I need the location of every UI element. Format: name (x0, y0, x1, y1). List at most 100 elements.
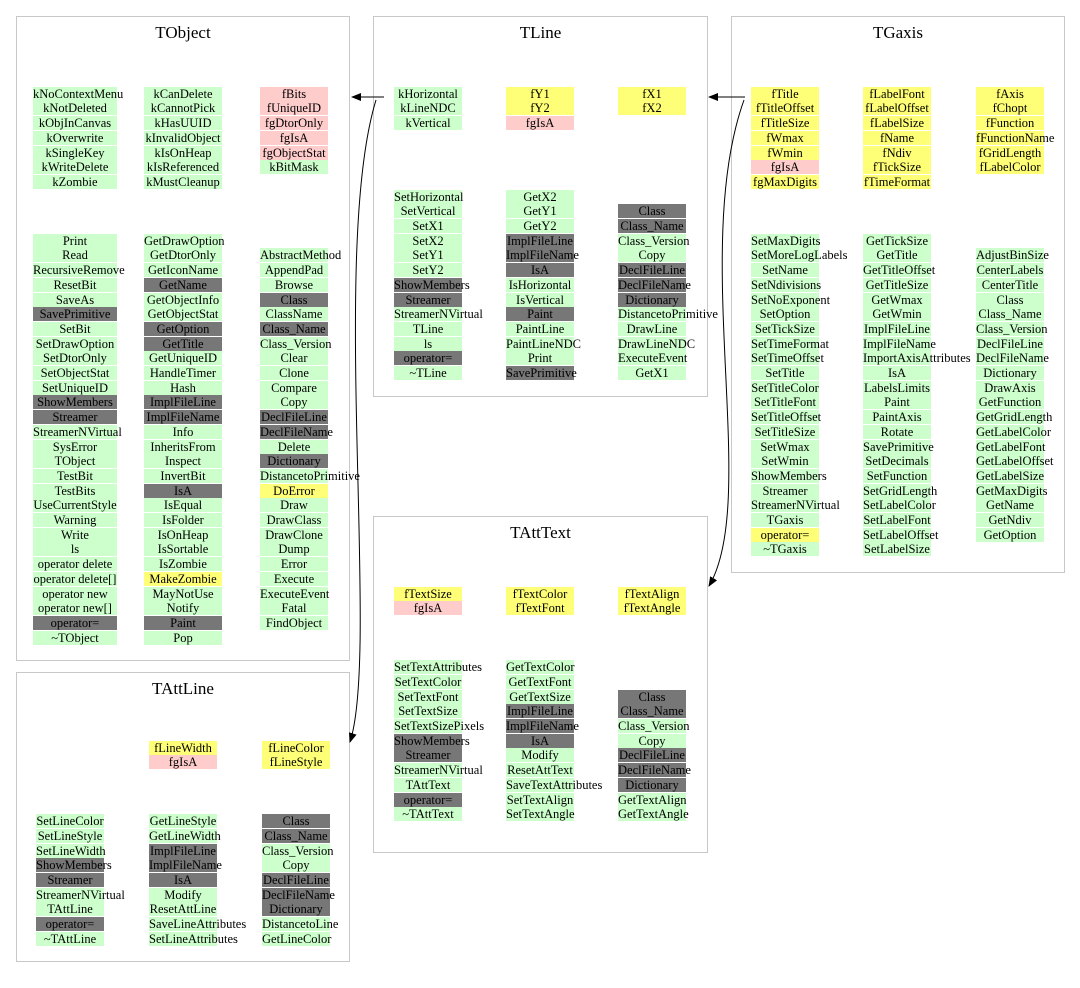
member-tattline-class-name: Class_Name (262, 828, 330, 843)
member-tattline-flinewidth: fLineWidth (149, 740, 217, 755)
member-tobject-drawclass: DrawClass (260, 513, 328, 527)
member-tline-sety2: SetY2 (394, 263, 462, 278)
member-tobject-setdtoronly: SetDtorOnly (33, 351, 117, 366)
member-tgaxis-fgisa: fgIsA (751, 160, 819, 175)
member-tobject-streamernvirtual: StreamerNVirtual (33, 424, 122, 439)
member-tline-setx2: SetX2 (394, 233, 462, 248)
member-tgaxis-implfileline: ImplFileLine (863, 321, 931, 336)
member-tgaxis-getgridlength: GetGridLength (976, 410, 1053, 425)
member-tatttext-settextcolor: SetTextColor (394, 674, 462, 689)
member-tatttext-implfileline: ImplFileLine (506, 704, 574, 719)
member-tgaxis-paint: Paint (863, 395, 931, 410)
member-tgaxis-paintaxis: PaintAxis (863, 410, 931, 425)
member-tgaxis-saveprimitive: SavePrimitive (863, 439, 934, 454)
member-tobject-declfileline: DeclFileLine (260, 410, 328, 425)
member-tline-distancetoprimitive: DistancetoPrimitive (618, 307, 718, 322)
member-tobject-knotdeleted: kNotDeleted (33, 101, 117, 116)
member-tgaxis-importaxisattributes: ImportAxisAttributes (863, 351, 971, 366)
member-tobject-isequal: IsEqual (144, 498, 222, 513)
member-tatttext-settextfont: SetTextFont (394, 689, 462, 704)
member-tatttext-gettextcolor: GetTextColor (506, 660, 575, 675)
member-tgaxis-ffunction: fFunction (976, 116, 1044, 131)
member-tobject-testbit: TestBit (33, 468, 117, 483)
member-tatttext-streamer: Streamer (394, 748, 462, 763)
member-tobject-showmembers: ShowMembers (33, 395, 117, 410)
member-tline-streamernvirtual: StreamerNVirtual (394, 307, 483, 322)
class-title-tattline: TAttLine (152, 679, 214, 698)
member-tline-dictionary: Dictionary (618, 292, 686, 307)
member-tobject-operator-: operator= (33, 615, 117, 630)
member-tobject-resetbit: ResetBit (33, 277, 117, 292)
member-tobject-execute: Execute (260, 571, 328, 586)
member-tobject-syserror: SysError (33, 439, 117, 454)
member-tattline-setlineattributes: SetLineAttributes (149, 931, 238, 946)
member-tobject-kcannotpick: kCannotPick (144, 101, 222, 116)
member-tobject-getobjectstat: GetObjectStat (144, 307, 222, 322)
member-tline--tline: ~TLine (394, 366, 462, 380)
member-tattline-resetattline: ResetAttLine (149, 902, 217, 917)
member-tgaxis-settitlefont: SetTitleFont (751, 395, 819, 410)
member-tattline-showmembers: ShowMembers (36, 858, 112, 873)
member-tatttext-ftextcolor: fTextColor (506, 586, 574, 601)
member-tgaxis-fwmax: fWmax (751, 130, 819, 145)
member-tobject-invertbit: InvertBit (144, 468, 222, 483)
member-tgaxis-setfunction: SetFunction (863, 468, 931, 483)
member-tobject-getobjectinfo: GetObjectInfo (144, 292, 222, 307)
member-tgaxis-streamer: Streamer (751, 483, 819, 498)
member-tgaxis-flabelcolor: fLabelColor (976, 160, 1044, 175)
member-tobject-compare: Compare (260, 380, 328, 395)
member-tgaxis-setlabelcolor: SetLabelColor (863, 498, 936, 513)
member-tgaxis-centerlabels: CenterLabels (976, 263, 1044, 278)
member-tattline-dictionary: Dictionary (262, 902, 330, 917)
member-tatttext-implfilename: ImplFileName (506, 719, 579, 733)
member-tobject-kmustcleanup: kMustCleanup (144, 174, 222, 189)
member-tgaxis-gettitlesize: GetTitleSize (863, 277, 931, 292)
member-tobject-hash: Hash (144, 380, 222, 395)
member-tobject-makezombie: MakeZombie (144, 571, 222, 586)
member-tatttext-gettextangle: GetTextAngle (618, 807, 689, 822)
member-tobject-delete: Delete (260, 439, 328, 454)
member-tgaxis-setoption: SetOption (751, 307, 819, 322)
member-tatttext-ftextangle: fTextAngle (618, 601, 686, 616)
member-tobject-fatal: Fatal (260, 601, 328, 616)
member-tobject-kobjincanvas: kObjInCanvas (33, 116, 117, 131)
member-tobject-getdtoronly: GetDtorOnly (144, 248, 222, 263)
member-tline-declfilename: DeclFileName (618, 277, 691, 292)
member-tgaxis-ffunctionname: fFunctionName (976, 130, 1055, 145)
member-tobject-write: Write (33, 527, 117, 542)
member-tgaxis-ftitlesize: fTitleSize (751, 116, 819, 131)
member-tatttext-settextangle: SetTextAngle (506, 807, 575, 822)
member-tattline-savelineattributes: SaveLineAttributes (149, 917, 247, 932)
member-tgaxis-drawaxis: DrawAxis (976, 380, 1044, 395)
member-tgaxis-declfilename: DeclFileName (976, 351, 1049, 366)
member-tline-paintline: PaintLine (506, 321, 574, 336)
member-tgaxis-declfileline: DeclFileLine (976, 336, 1044, 351)
member-tobject-kbitmask: kBitMask (260, 160, 328, 175)
member-tobject-fgdtoronly: fgDtorOnly (260, 116, 328, 131)
member-tobject-getoption: GetOption (144, 321, 222, 336)
member-tgaxis-gettitle: GetTitle (863, 248, 931, 263)
member-tatttext-tatttext: TAttText (394, 777, 462, 792)
member-tline-operator-: operator= (394, 351, 462, 366)
member-tgaxis-fticksize: fTickSize (863, 160, 931, 175)
member-tgaxis-ftitleoffset: fTitleOffset (751, 101, 819, 116)
member-tgaxis-fname: fName (863, 130, 931, 145)
member-tobject-khasuuid: kHasUUID (144, 116, 222, 131)
member-tgaxis-ftimeformat: fTimeFormat (863, 174, 931, 189)
member-tobject-setobjectstat: SetObjectStat (33, 366, 117, 380)
member-tline-fy2: fY2 (506, 101, 574, 116)
member-tgaxis-getticksize: GetTickSize (863, 233, 931, 248)
member-tgaxis-getfunction: GetFunction (976, 395, 1044, 410)
member-tline-fy1: fY1 (506, 86, 574, 101)
member-tgaxis-getlabelcolor: GetLabelColor (976, 424, 1051, 439)
member-tobject-issortable: IsSortable (144, 542, 222, 557)
member-tobject-inheritsfrom: InheritsFrom (144, 439, 222, 454)
member-tatttext-gettextalign: GetTextAlign (618, 792, 687, 807)
member-tattline-getlinestyle: GetLineStyle (149, 814, 217, 829)
member-tline-paint: Paint (506, 307, 574, 322)
member-tline-gety1: GetY1 (506, 204, 574, 219)
member-tobject-iszombie: IsZombie (144, 557, 222, 572)
member-tatttext-ftextsize: fTextSize (394, 586, 462, 601)
member-tobject-ksinglekey: kSingleKey (33, 145, 117, 160)
member-tobject-isfolder: IsFolder (144, 513, 222, 527)
